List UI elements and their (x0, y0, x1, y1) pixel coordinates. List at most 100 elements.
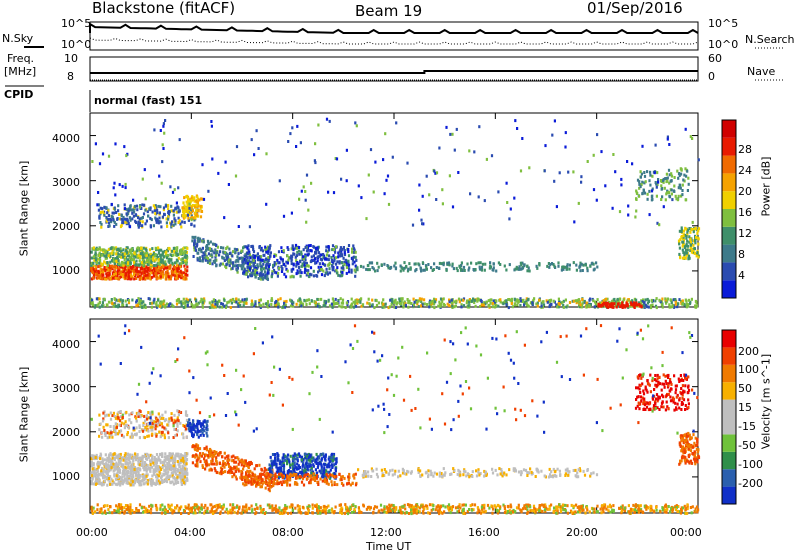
data-cell (316, 509, 319, 512)
data-cell (596, 133, 599, 137)
data-cell (655, 297, 658, 301)
data-cell (98, 297, 101, 301)
data-cell (159, 507, 162, 511)
data-cell (327, 246, 330, 250)
data-cell (109, 482, 112, 486)
data-cell (362, 504, 365, 508)
data-cell (198, 247, 202, 251)
data-cell (428, 299, 432, 303)
data-cell (146, 210, 149, 214)
data-cell (263, 260, 266, 263)
data-cell (114, 246, 118, 250)
data-cell (458, 503, 461, 507)
data-cell (494, 305, 497, 309)
data-cell (391, 155, 394, 159)
data-cell (152, 274, 155, 278)
data-cell (354, 250, 357, 254)
data-cell (620, 509, 623, 513)
data-cell (589, 264, 592, 268)
data-cell (435, 198, 438, 201)
data-cell (143, 203, 146, 207)
data-cell (245, 271, 248, 275)
data-cell (694, 299, 697, 303)
data-cell (149, 252, 152, 256)
data-cell (98, 510, 101, 514)
data-cell (415, 504, 418, 507)
data-cell (106, 251, 109, 254)
data-cell (231, 254, 234, 258)
data-cell (114, 304, 118, 308)
data-cell (140, 274, 143, 278)
data-cell (190, 506, 193, 510)
data-cell (236, 270, 239, 274)
data-cell (662, 180, 665, 184)
data-cell (330, 302, 333, 306)
data-cell (312, 269, 315, 273)
data-cell (224, 306, 227, 309)
data-cell (164, 260, 167, 264)
data-cell (113, 220, 116, 224)
data-cell (286, 254, 289, 258)
data-cell (357, 300, 360, 304)
data-cell (297, 508, 300, 512)
data-cell (523, 263, 526, 267)
data-cell (156, 211, 159, 215)
data-cell (256, 258, 260, 262)
data-cell (647, 305, 650, 309)
data-cell (253, 257, 256, 261)
data-cell (237, 304, 240, 308)
data-cell (255, 503, 258, 507)
data-cell (462, 512, 465, 515)
data-cell (342, 264, 345, 268)
data-cell (356, 268, 359, 272)
data-cell (375, 299, 378, 303)
data-cell (687, 228, 690, 232)
data-cell (685, 198, 688, 202)
data-cell (194, 511, 197, 515)
data-cell (134, 213, 137, 217)
data-cell (453, 300, 456, 304)
data-cell (97, 272, 100, 276)
data-cell (253, 304, 256, 308)
data-cell (111, 274, 115, 277)
data-cell (492, 262, 495, 266)
data-cell (422, 222, 425, 226)
data-cell (123, 275, 126, 279)
data-cell (139, 246, 143, 250)
data-cell (102, 270, 105, 274)
data-cell (680, 506, 683, 510)
data-cell (614, 300, 617, 304)
data-cell (170, 222, 173, 226)
data-cell (199, 300, 202, 304)
data-cell (235, 248, 238, 252)
data-cell (284, 264, 287, 268)
data-cell (251, 510, 254, 514)
data-cell (172, 273, 175, 277)
data-cell (411, 223, 415, 227)
data-cell (311, 511, 314, 515)
data-cell (122, 261, 125, 265)
data-cell (605, 301, 608, 305)
data-cell (185, 506, 188, 510)
data-cell (158, 266, 161, 269)
data-cell (173, 509, 176, 513)
data-cell (107, 508, 110, 512)
data-cell (383, 510, 386, 514)
data-cell (306, 246, 309, 249)
data-cell (389, 504, 392, 508)
data-cell (543, 508, 546, 512)
data-cell (299, 270, 302, 274)
data-cell (665, 510, 668, 514)
data-cell (109, 260, 112, 264)
data-cell (519, 304, 522, 307)
data-cell (568, 263, 571, 267)
data-cell (609, 305, 612, 309)
data-cell (597, 302, 600, 306)
data-cell (260, 273, 263, 277)
data-cell (611, 305, 614, 309)
data-cell (336, 260, 339, 264)
data-cell (182, 305, 185, 309)
data-cell (174, 274, 177, 278)
data-cell (683, 253, 686, 257)
data-cell (552, 510, 555, 514)
